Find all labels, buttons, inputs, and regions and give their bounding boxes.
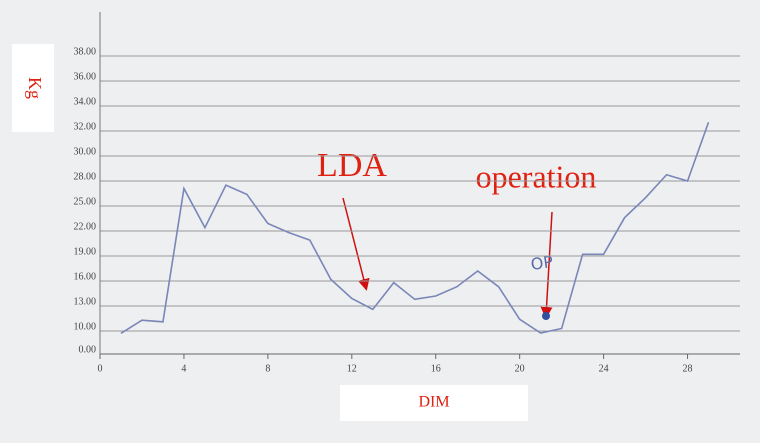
x-axis-label: DIM [418, 394, 449, 411]
y-label-box [12, 44, 54, 132]
y-tick-label: 25.00 [74, 196, 97, 207]
y-tick-label: 30.00 [74, 146, 97, 157]
y-tick-label: 16.00 [74, 271, 97, 282]
handwritten-note: OP [530, 252, 555, 274]
y-tick-label: 34.00 [74, 96, 97, 107]
x-tick-label: 20 [515, 363, 525, 374]
y-tick-label: 36.00 [74, 71, 97, 82]
x-tick-label: 4 [181, 363, 186, 374]
x-label-box [340, 385, 528, 421]
marker-dot [542, 312, 550, 320]
y-tick-label: 28.00 [74, 171, 97, 182]
y-tick-label: 13.00 [74, 296, 97, 307]
x-tick-label: 8 [265, 363, 270, 374]
x-tick-label: 0 [98, 363, 103, 374]
x-tick-label: 16 [431, 363, 441, 374]
y-tick-label: 22.00 [74, 221, 97, 232]
x-tick-label: 24 [599, 363, 609, 374]
annotation: operation [476, 158, 597, 194]
y-tick-label: 38.00 [74, 46, 97, 57]
y-axis-label: Kg [25, 77, 45, 99]
arrow [540, 211, 553, 319]
y-tick-label: 0.00 [79, 344, 97, 355]
arrow [342, 197, 370, 291]
y-tick-label: 10.00 [74, 321, 97, 332]
x-tick-label: 28 [683, 363, 693, 374]
data-line [120, 121, 710, 334]
annotation: LDA [317, 147, 387, 184]
x-tick-label: 12 [347, 363, 357, 374]
y-tick-label: 32.00 [74, 121, 97, 132]
y-tick-label: 19.00 [74, 246, 97, 257]
